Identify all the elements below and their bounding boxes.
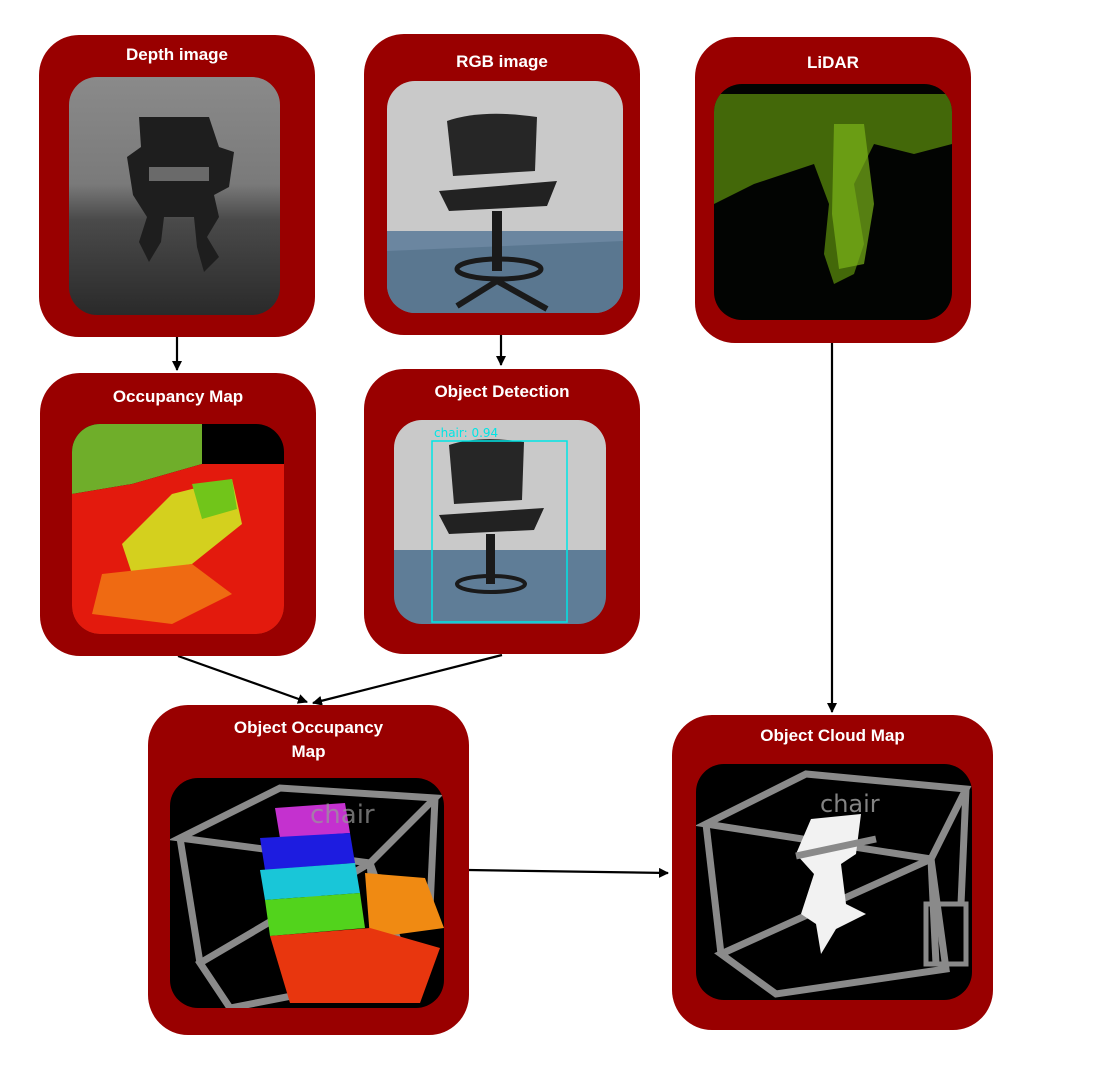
object-cloud-map-picture: chair bbox=[696, 764, 972, 1000]
rgb-image-node: RGB image bbox=[364, 34, 640, 335]
arrow-occupancy-to-object-occupancy bbox=[177, 654, 308, 704]
occupancy-map-title: Occupancy Map bbox=[112, 387, 244, 406]
object-occupancy-map-title-line1: Object Occupancy bbox=[233, 718, 384, 737]
occupancy-map-node: Occupancy Map bbox=[40, 373, 316, 656]
depth-image-picture bbox=[69, 77, 280, 315]
object-cloud-overlay-label: chair bbox=[820, 790, 880, 818]
object-detection-title: Object Detection bbox=[434, 382, 570, 401]
object-occupancy-overlay-label: chair bbox=[310, 800, 375, 830]
lidar-title: LiDAR bbox=[807, 53, 859, 72]
object-occupancy-map-node: Object Occupancy Map chair bbox=[148, 705, 469, 1035]
object-occupancy-map-picture: chair bbox=[170, 778, 444, 1008]
object-detection-node: Object Detection chair: 0.94 bbox=[364, 369, 640, 654]
lidar-picture bbox=[714, 84, 952, 320]
object-occupancy-map-title-line2: Map bbox=[291, 742, 326, 761]
occupancy-map-picture bbox=[72, 424, 284, 634]
depth-image-node: Depth image bbox=[39, 35, 315, 337]
rgb-image-picture bbox=[387, 81, 623, 313]
rgb-image-title: RGB image bbox=[456, 52, 548, 71]
arrow-object-occupancy-to-object-cloud bbox=[467, 867, 669, 878]
object-cloud-map-title: Object Cloud Map bbox=[760, 726, 905, 745]
object-detection-picture: chair: 0.94 bbox=[394, 420, 606, 624]
lidar-node: LiDAR bbox=[695, 37, 971, 343]
detection-bbox-label: chair: 0.94 bbox=[434, 426, 499, 440]
arrow-detection-to-object-occupancy bbox=[312, 653, 503, 706]
object-cloud-map-node: Object Cloud Map chair bbox=[672, 715, 993, 1030]
depth-image-title: Depth image bbox=[125, 45, 229, 64]
